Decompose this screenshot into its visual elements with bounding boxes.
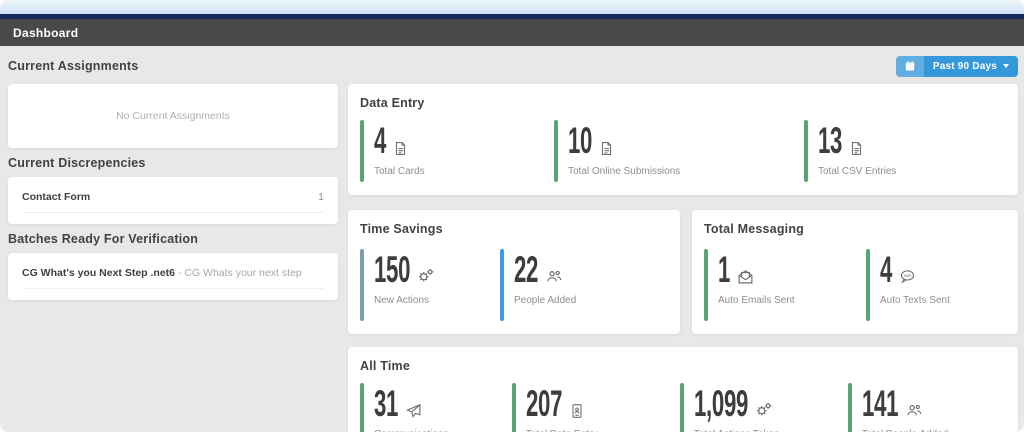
stat-label: Communications: [374, 429, 448, 432]
stat-accent-bar: [360, 249, 364, 321]
stat-label: Total CSV Entries: [818, 166, 897, 177]
stat-value: 13: [818, 119, 843, 161]
stat-label: Auto Texts Sent: [880, 295, 950, 306]
stat-value: 4: [374, 119, 387, 161]
stat-label: Total People Added: [862, 429, 948, 432]
top-row: Current Assignments Past 90 Days: [8, 54, 1018, 78]
stat-label: People Added: [514, 295, 577, 306]
people-icon: [905, 401, 923, 419]
right-column: Data Entry 4: [348, 84, 1018, 432]
stat-total-people-added: 141: [848, 383, 1006, 432]
gears-icon: [417, 267, 435, 285]
stat-value: 22: [514, 248, 539, 290]
total-messaging-title: Total Messaging: [704, 222, 805, 236]
date-range-label: Past 90 Days: [932, 60, 997, 72]
stat-label: Auto Emails Sent: [718, 295, 795, 306]
page-header: Dashboard: [0, 19, 1024, 46]
section-heading-current-assignments: Current Assignments: [8, 59, 139, 73]
all-time-card: All Time 31: [348, 347, 1018, 432]
svg-text:SMS: SMS: [904, 274, 912, 278]
section-heading-batches: Batches Ready For Verification: [8, 232, 199, 246]
stat-auto-texts-sent: 4 SMS: [866, 249, 1006, 321]
total-messaging-card: Total Messaging 1: [692, 210, 1018, 334]
time-savings-title: Time Savings: [360, 222, 443, 236]
batch-description: CG Whats your next step: [184, 267, 302, 279]
stat-value: 1: [718, 248, 731, 290]
stat-accent-bar: [554, 120, 558, 182]
document-icon: [599, 141, 614, 156]
stat-label: New Actions: [374, 295, 430, 306]
stat-value: 10: [568, 119, 593, 161]
current-discrepencies-card: Contact Form 1: [8, 177, 338, 224]
id-card-icon: [569, 403, 585, 419]
columns: No Current Assignments Current Discrepen…: [8, 84, 1018, 432]
stat-total-cards: 4 Total Cards: [360, 120, 554, 182]
section-heading-current-discrepencies: Current Discrepencies: [8, 156, 146, 170]
batch-separator: -: [175, 267, 185, 279]
discrepancy-label: Contact Form: [22, 191, 91, 203]
batch-name: CG What's you Next Step .net6: [22, 267, 176, 279]
stat-label: Total Online Submissions: [568, 166, 681, 177]
stat-total-actions-taken: 1,099: [680, 383, 848, 432]
stat-accent-bar: [848, 383, 852, 432]
caret-down-icon: [1003, 64, 1009, 68]
empty-state-text: No Current Assignments: [116, 110, 230, 122]
date-range-button[interactable]: Past 90 Days: [895, 55, 1018, 77]
gears-icon: [755, 401, 773, 419]
page-content: Current Assignments Past 90 Days No: [0, 46, 1024, 432]
stat-auto-emails-sent: 1: [704, 249, 866, 321]
stat-value: 4: [880, 248, 893, 290]
stat-accent-bar: [704, 249, 708, 321]
email-icon: [737, 268, 754, 285]
document-icon: [393, 141, 408, 156]
paper-plane-icon: [405, 402, 422, 419]
browser-top-strip: [0, 0, 1024, 14]
discrepancy-count: 1: [318, 191, 324, 203]
all-time-title: All Time: [360, 359, 410, 373]
stat-accent-bar: [360, 383, 364, 432]
stat-value: 31: [374, 382, 399, 424]
stat-accent-bar: [512, 383, 516, 432]
stat-accent-bar: [680, 383, 684, 432]
stat-value: 150: [374, 248, 411, 290]
stat-value: 1,099: [694, 382, 749, 424]
left-column: No Current Assignments Current Discrepen…: [8, 84, 338, 304]
calendar-icon: [895, 55, 924, 77]
sms-icon: SMS: [899, 268, 916, 285]
stat-total-csv-entries: 13 Total CSV Entries: [804, 120, 1006, 182]
stat-total-data-entry: 207 Total Data Ent: [512, 383, 680, 432]
stat-value: 207: [526, 382, 563, 424]
batches-card: CG What's you Next Step .net6 - CG Whats…: [8, 253, 338, 300]
stat-label: Total Cards: [374, 166, 425, 177]
document-icon: [849, 141, 864, 156]
data-entry-title: Data Entry: [360, 96, 425, 110]
stat-total-online-submissions: 10 Total Online Submissions: [554, 120, 804, 182]
discrepancy-row[interactable]: Contact Form 1: [22, 187, 324, 213]
stat-value: 141: [862, 382, 899, 424]
batch-row[interactable]: CG What's you Next Step .net6 - CG Whats…: [22, 263, 324, 289]
stat-new-actions: 150: [360, 249, 500, 321]
stat-label: Total Actions Taken: [694, 429, 779, 432]
stat-label: Total Data Entry: [526, 429, 597, 432]
data-entry-card: Data Entry 4: [348, 84, 1018, 195]
stat-accent-bar: [866, 249, 870, 321]
stat-communications: 31 Communications: [360, 383, 512, 432]
stat-accent-bar: [804, 120, 808, 182]
people-icon: [545, 267, 563, 285]
current-assignments-card: No Current Assignments: [8, 84, 338, 148]
stat-accent-bar: [360, 120, 364, 182]
page-title: Dashboard: [13, 25, 79, 40]
time-savings-card: Time Savings 150: [348, 210, 680, 334]
stat-people-added: 22: [500, 249, 668, 321]
stat-accent-bar: [500, 249, 504, 321]
navy-accent-line: [0, 14, 1024, 19]
